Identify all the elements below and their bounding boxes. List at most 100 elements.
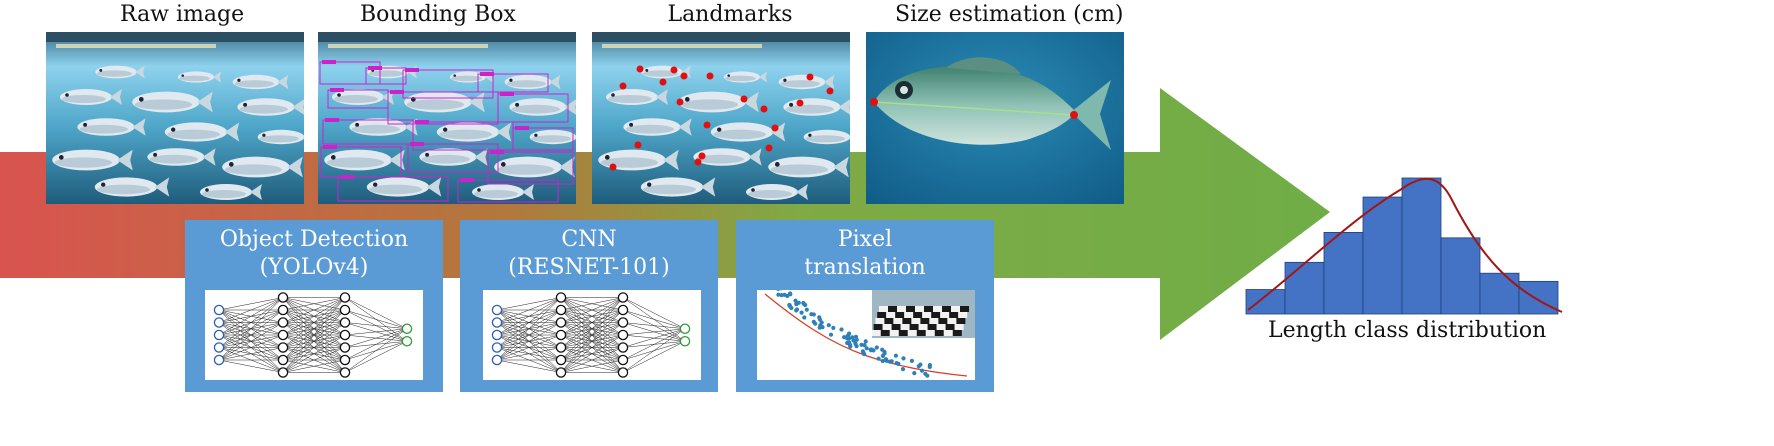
nn-node xyxy=(491,304,503,316)
histogram-bar xyxy=(1362,196,1403,315)
step-title: Object Detection (YOLOv4) xyxy=(219,227,409,280)
landmarks-photo xyxy=(592,32,850,204)
nn-node xyxy=(277,329,289,341)
title-bounding-box: Bounding Box xyxy=(360,2,516,27)
scatter-point xyxy=(874,345,879,350)
scatter-point xyxy=(876,356,881,361)
scatter-point xyxy=(799,310,804,315)
scatter-point xyxy=(794,308,799,313)
scatter-point xyxy=(796,300,801,305)
scatter-point xyxy=(839,327,844,332)
nn-node xyxy=(339,304,351,316)
checkerboard-photo xyxy=(871,290,975,338)
nn-node xyxy=(555,342,567,353)
histogram-bar xyxy=(1401,177,1442,315)
nn-node xyxy=(491,342,503,353)
nn-node xyxy=(555,304,567,316)
scatter-point xyxy=(845,334,850,339)
scatter-point xyxy=(900,367,906,372)
nn-node xyxy=(555,354,567,366)
scatter-point xyxy=(789,305,794,311)
scatter-point xyxy=(826,323,831,328)
scatter-point xyxy=(859,342,864,347)
nn-node xyxy=(339,367,351,378)
scatter-point xyxy=(862,352,867,357)
scatter-point xyxy=(802,315,807,320)
scatter-point xyxy=(912,371,917,376)
nn-node xyxy=(491,317,503,328)
nn-node xyxy=(339,342,351,353)
nn-node xyxy=(277,304,289,316)
neural-network-diagram xyxy=(205,290,423,380)
scatter-point xyxy=(793,298,798,303)
scatter-point xyxy=(868,348,874,353)
step-object-detection: Object Detection (YOLOv4) xyxy=(185,220,443,392)
histogram-caption: Length class distribution xyxy=(1268,318,1547,343)
nn-node xyxy=(339,292,351,303)
nn-node xyxy=(277,367,289,378)
distribution-curve xyxy=(1247,177,1563,313)
scatter-point xyxy=(916,364,921,369)
histogram-bar xyxy=(1323,232,1364,315)
nn-node xyxy=(213,329,225,341)
calibration-plot xyxy=(757,290,975,380)
raw-image-photo xyxy=(46,32,304,204)
scatter-point xyxy=(880,353,885,358)
nn-node xyxy=(491,354,503,366)
scatter-point xyxy=(779,293,784,298)
nn-node xyxy=(491,329,503,341)
histogram-bar xyxy=(1518,280,1559,315)
nn-node xyxy=(679,323,691,335)
scatter-point xyxy=(847,340,852,345)
scatter-point xyxy=(804,307,809,312)
histogram-bar xyxy=(1284,261,1325,315)
scatter-point xyxy=(880,358,885,364)
scatter-point xyxy=(919,368,925,373)
nn-node xyxy=(555,317,567,328)
histogram-bar xyxy=(1440,237,1481,315)
neural-network-diagram xyxy=(483,290,701,380)
length-histogram xyxy=(1245,177,1563,315)
nn-node xyxy=(617,342,629,353)
bounding-box-photo xyxy=(318,32,576,204)
scatter-point xyxy=(811,319,816,324)
scatter-point xyxy=(863,339,868,344)
histogram-bar xyxy=(1245,289,1286,315)
step-pixel-translation: Pixel translation xyxy=(736,220,994,392)
nn-node xyxy=(277,354,289,366)
nn-node xyxy=(339,329,351,341)
scatter-point xyxy=(927,364,932,370)
size-estimation-photo xyxy=(866,32,1124,204)
step-title: Pixel translation xyxy=(804,227,926,280)
nn-node xyxy=(339,317,351,328)
scatter-point xyxy=(817,325,822,330)
nn-node xyxy=(213,304,225,316)
scatter-point xyxy=(894,361,899,366)
nn-node xyxy=(277,317,289,328)
nn-node xyxy=(617,304,629,316)
nn-node xyxy=(213,342,225,353)
nn-node xyxy=(277,342,289,353)
title-size-estimation: Size estimation (cm) xyxy=(895,2,1124,27)
scatter-point xyxy=(901,356,906,361)
scatter-point xyxy=(923,371,928,376)
nn-node xyxy=(277,292,289,303)
scatter-point xyxy=(889,359,894,364)
scatter-point xyxy=(893,353,898,358)
nn-node xyxy=(555,292,567,303)
nn-node xyxy=(617,354,629,366)
nn-node xyxy=(213,317,225,328)
nn-node xyxy=(617,329,629,341)
scatter-point xyxy=(776,292,781,297)
scatter-point xyxy=(788,292,793,297)
nn-node xyxy=(339,354,351,366)
scatter-point xyxy=(811,312,816,317)
scatter-point xyxy=(831,325,836,330)
scatter-point xyxy=(801,300,806,306)
scatter-point xyxy=(864,346,869,351)
scatter-point xyxy=(776,290,780,291)
scatter-point xyxy=(884,358,889,363)
scatter-point xyxy=(817,317,822,322)
nn-node xyxy=(617,317,629,328)
scatter-point xyxy=(854,344,859,349)
